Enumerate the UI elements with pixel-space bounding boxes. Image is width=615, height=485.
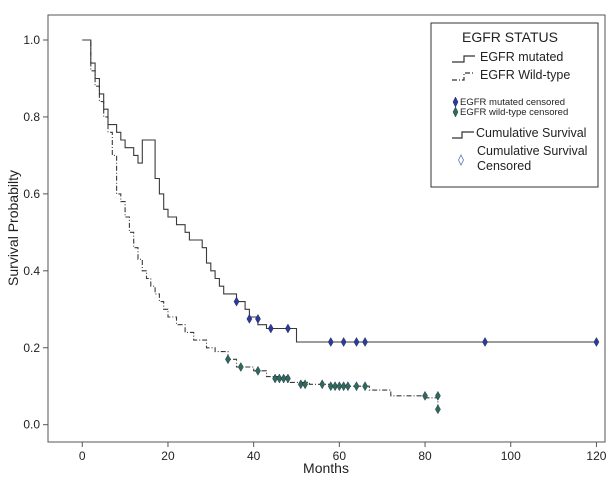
series-line-egfr-mutated — [82, 39, 597, 343]
censor-marker — [327, 337, 334, 347]
censor-marker — [302, 379, 308, 390]
censor-marker — [340, 381, 347, 392]
censor-marker — [345, 381, 351, 392]
censor-marker — [267, 323, 274, 334]
censor-marker — [593, 337, 600, 347]
legend-cumulative-line-icon — [452, 131, 474, 139]
censor-marker — [422, 390, 428, 401]
legend-mutated-censored-label: EGFR mutated censored — [460, 97, 565, 108]
x-tick-label: 80 — [418, 449, 432, 463]
censor-marker — [255, 365, 261, 376]
y-tick-label: 0.6 — [23, 187, 40, 201]
x-tick-label: 0 — [79, 449, 86, 463]
censor-marker — [435, 390, 441, 401]
x-tick-label: 120 — [586, 449, 606, 463]
series-lines — [82, 39, 597, 410]
plot-frame — [47, 14, 606, 443]
censor-marker — [319, 379, 326, 390]
censor-marker — [237, 362, 244, 372]
censor-marker — [336, 381, 343, 392]
censor-marker — [246, 314, 253, 324]
legend-mutated-line-label: EGFR mutated — [480, 50, 563, 64]
x-axis-label: Months — [303, 460, 349, 476]
legend-cumulative-censored-icon — [458, 154, 464, 166]
legend-wild-censored-icon — [452, 106, 459, 118]
legend-cumulative-label: Cumulative Survival — [476, 126, 586, 140]
legend-wild-line-label: EGFR Wild-type — [480, 68, 570, 82]
censor-marker — [353, 381, 360, 392]
censor-marker — [255, 314, 261, 324]
censor-marker — [272, 373, 278, 384]
axes: 0 20 40 60 80 100 120 0.0 0.2 0.4 0.6 0.8 1.0 — [23, 33, 606, 463]
censor-marker — [435, 404, 441, 415]
censor-marker — [353, 337, 360, 347]
censor-marker — [362, 381, 368, 392]
censor-marker — [482, 337, 488, 347]
y-tick-label: 0.8 — [23, 110, 40, 124]
legend-cumulative-censored-label-1: Cumulative Survival — [477, 144, 587, 158]
x-tick-label: 20 — [161, 449, 175, 463]
y-tick-label: 0.4 — [23, 264, 40, 278]
censor-marker — [297, 379, 304, 390]
legend-cumulative-censored-label-2: Censored — [477, 159, 531, 173]
censor-marker — [285, 323, 291, 334]
legend-mutated-line-icon — [452, 55, 475, 63]
y-tick-label: 1.0 — [23, 33, 40, 47]
legend-title: EGFR STATUS — [462, 29, 558, 45]
censor-marker — [225, 354, 231, 365]
x-tick-label: 40 — [247, 449, 261, 463]
y-axis-label: Survival Probabilty — [5, 170, 21, 286]
censor-marker — [340, 337, 347, 347]
legend-wild-censored-label: EGFR wild-type censored — [460, 107, 568, 118]
y-tick-label: 0.0 — [23, 418, 40, 432]
x-tick-label: 100 — [501, 449, 521, 463]
censor-marker — [276, 373, 283, 384]
censor-marker — [285, 373, 291, 384]
censor-marker — [332, 381, 338, 392]
y-tick-label: 0.2 — [23, 341, 40, 355]
x-tick-label: 60 — [333, 449, 347, 463]
censor-marker — [280, 373, 287, 384]
legend-wild-line-icon — [452, 72, 475, 81]
censor-marker — [233, 296, 240, 307]
series-line-egfr-wild-type — [82, 39, 439, 410]
censor-marker — [362, 337, 368, 347]
legend: EGFR STATUS EGFR mutated EGFR Wild-type … — [430, 22, 599, 188]
censor-markers — [225, 296, 600, 415]
censor-marker — [327, 381, 334, 392]
